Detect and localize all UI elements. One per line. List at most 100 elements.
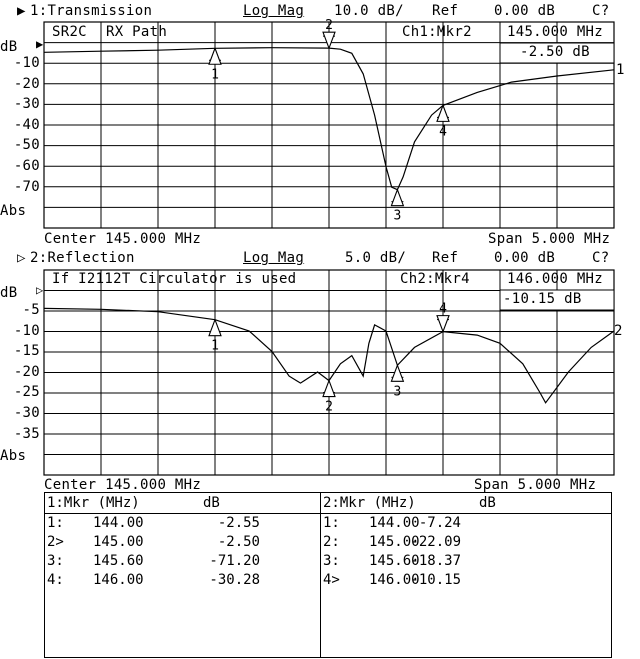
table-row-db: -7.24 <box>418 515 461 531</box>
ch1-title-box-1: SR2C <box>52 24 87 40</box>
ch1-table-db-header: dB <box>203 495 220 511</box>
ch2-scale: 5.0 dB/ <box>345 250 407 266</box>
ch2-title-text: If I2112T Circulator is used <box>52 271 297 287</box>
table-row-freq: 144.00 <box>369 515 420 531</box>
ch2-y-tick: -25 <box>13 384 40 401</box>
ch1-y-tick: -70 <box>13 178 40 195</box>
ch2-format: Log Mag <box>243 250 305 266</box>
table-row-freq: 145.60 <box>93 553 144 569</box>
ch1-table-header: 1:Mkr (MHz) <box>47 495 140 511</box>
trace-1 <box>43 47 615 191</box>
ch1-ref-value: 0.00 dB <box>494 3 556 19</box>
table-row-db: -22.09 <box>410 534 461 550</box>
ch2-ref-pointer-icon: ▷ <box>36 283 44 297</box>
table-row-db: -30.28 <box>209 572 260 588</box>
trace-2 <box>43 307 615 404</box>
ch1-scale: 10.0 dB/ <box>334 3 404 19</box>
marker-label: 4 <box>439 124 447 139</box>
ch2-marker-value: -10.15 dB <box>503 291 582 307</box>
marker-label: 3 <box>393 209 401 224</box>
marker-label: 1 <box>211 339 219 354</box>
ch1-span: Span 5.000 MHz <box>488 231 611 247</box>
ch1-active-indicator: ▶ <box>17 3 26 19</box>
ch1-y-tick: -10 <box>13 55 40 71</box>
table-row-freq: 146.00 <box>369 572 420 588</box>
table-row-id: 3: <box>323 553 340 569</box>
ch1-title: 1:Transmission <box>30 3 153 19</box>
ch1-format: Log Mag <box>243 3 305 19</box>
ch2-y-tick: -10 <box>13 322 40 339</box>
ch1-ref-pointer-icon: ▶ <box>36 37 44 51</box>
marker-label: 2 <box>325 18 333 33</box>
ch1-active-marker: Ch1:Mkr2 <box>402 24 472 40</box>
ch1-trace-label: 1 <box>616 62 625 78</box>
ch2-span: Span 5.000 MHz <box>474 477 597 493</box>
ch2-ref-value: 0.00 dB <box>494 250 556 266</box>
marker-triangle-icon <box>322 379 336 398</box>
ch1-abs-label: Abs <box>0 203 27 219</box>
table-row-freq: 146.00 <box>93 572 144 588</box>
ch2-status: C? <box>592 250 610 266</box>
table-row-id: 1: <box>47 515 64 531</box>
ch2-y-tick: -35 <box>13 425 40 442</box>
ch2-title: 2:Reflection <box>30 250 135 266</box>
table-row-freq: 145.00 <box>369 534 420 550</box>
ch1-title-box-2: RX Path <box>106 24 168 40</box>
table-row-id: 4: <box>47 572 64 588</box>
marker-label: 1 <box>211 67 219 82</box>
ch2-marker-table: 2:Mkr (MHz) dB 1: 144.00 -7.24 2: 145.00 -22.… <box>320 492 612 658</box>
table-row-freq: 145.60 <box>369 553 420 569</box>
ch2-active-marker: Ch2:Mkr4 <box>400 271 470 287</box>
table-row-db: -71.20 <box>209 553 260 569</box>
ch2-y-tick: -30 <box>13 405 40 421</box>
ch2-y-tick: -15 <box>13 343 40 360</box>
ch1-y-tick: -20 <box>13 75 40 92</box>
ch2-table-header: 2:Mkr (MHz) <box>323 495 416 511</box>
table-row-freq: 144.00 <box>93 515 144 531</box>
ch1-marker-table: 1:Mkr (MHz) dB 1: 144.00 -2.55 2> 145.00 -2.5… <box>44 492 321 658</box>
ch2-y-tick: -20 <box>13 363 40 380</box>
marker-label: 2 <box>325 400 333 415</box>
table-row-db: -18.37 <box>410 553 461 569</box>
ch2-ref-label: Ref <box>432 250 459 266</box>
marker-triangle-icon <box>390 188 405 207</box>
marker-triangle-icon <box>436 315 450 334</box>
ch2-center: Center 145.000 MHz <box>44 477 202 493</box>
ch2-marker-freq: 146.000 MHz <box>507 271 604 287</box>
marker-label: 4 <box>439 302 447 317</box>
table-row-freq: 145.00 <box>93 534 144 550</box>
ch2-table-db-header: dB <box>479 495 496 511</box>
ch1-y-tick: -30 <box>13 96 40 113</box>
marker-triangle-icon <box>436 103 450 122</box>
marker-triangle-icon <box>390 363 405 382</box>
table-row-id: 4> <box>323 572 340 588</box>
ch2-trace-label: 2 <box>614 323 623 339</box>
ch1-center: Center 145.000 MHz <box>44 231 202 247</box>
ch2-unit: dB <box>0 285 18 301</box>
ch1-status: C? <box>592 3 610 19</box>
ch1-y-tick: -40 <box>13 116 40 133</box>
ch1-y-tick: -60 <box>13 158 40 174</box>
ch1-y-tick: -50 <box>13 137 40 154</box>
table-row-id: 2: <box>323 534 340 550</box>
marker-readout-box <box>499 42 615 64</box>
table-row-db: -2.50 <box>217 534 260 550</box>
ch2-abs-label: Abs <box>0 448 27 464</box>
ch2-y-tick: -5 <box>22 302 40 318</box>
ch2-active-indicator: ▷ <box>17 250 26 266</box>
ch1-marker-freq: 145.000 MHz <box>507 24 604 40</box>
marker-triangle-icon <box>208 318 222 337</box>
table-row-id: 1: <box>323 515 340 531</box>
ch1-unit: dB <box>0 39 18 55</box>
marker-triangle-icon <box>208 46 222 65</box>
table-row-db: -10.15 <box>410 572 461 588</box>
marker-label: 3 <box>393 384 401 399</box>
ch1-ref-label: Ref <box>432 3 459 19</box>
table-row-id: 2> <box>47 534 64 550</box>
marker-readout-box <box>499 289 615 311</box>
table-row-id: 3: <box>47 553 64 569</box>
table-row-db: -2.55 <box>217 515 260 531</box>
marker-triangle-icon <box>322 31 336 50</box>
ch1-marker-value: -2.50 dB <box>520 44 590 60</box>
